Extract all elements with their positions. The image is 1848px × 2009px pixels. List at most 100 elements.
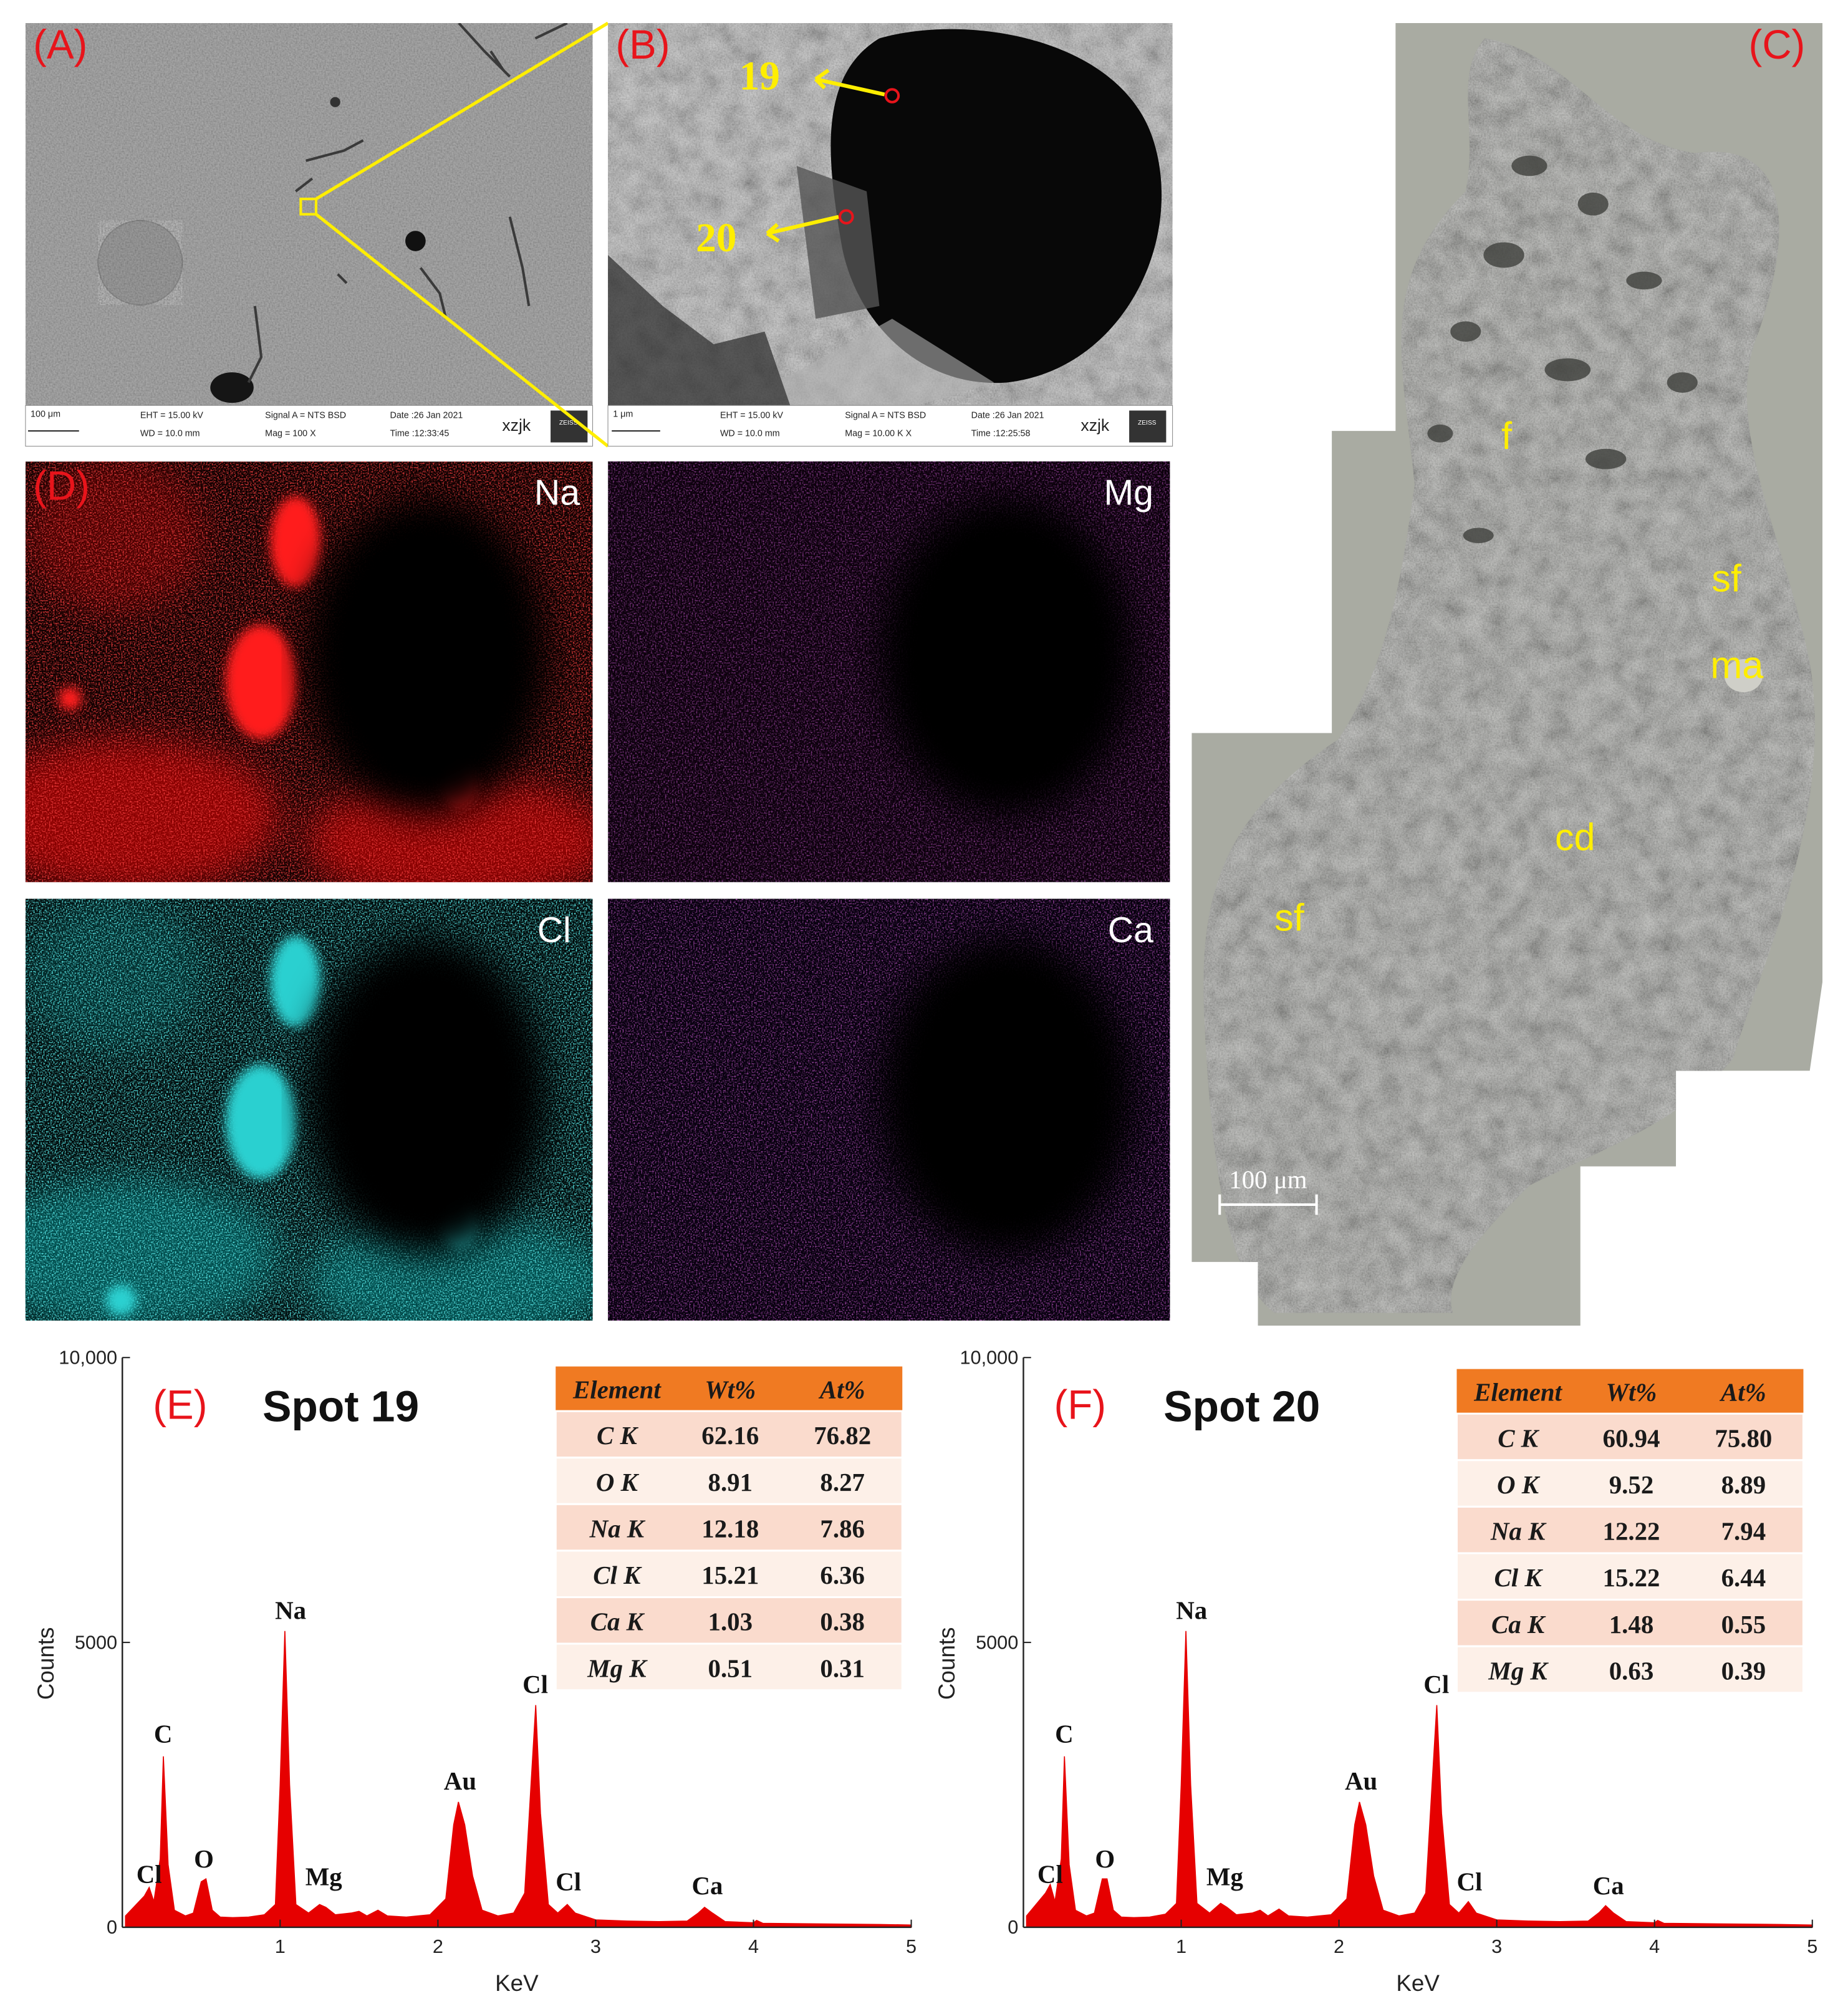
panel-label: (F): [1054, 1382, 1107, 1427]
wd: WD = 10.0 mm: [140, 428, 200, 438]
x-axis-label: KeV: [1396, 1970, 1440, 1996]
table-row: [554, 1410, 903, 1459]
table-row: [1455, 1552, 1804, 1601]
peak-label: Mg: [1206, 1862, 1244, 1891]
table-cell: 6.36: [820, 1561, 865, 1589]
table-cell: 9.52: [1609, 1471, 1654, 1499]
table-row: [554, 1596, 903, 1645]
scale-label: 100 μm: [1229, 1165, 1307, 1193]
spectrum: [1026, 1631, 1813, 1928]
peak-label: Au: [1345, 1767, 1377, 1795]
peak-label: Cl: [522, 1670, 548, 1698]
table-row: [1455, 1645, 1804, 1694]
annotation: ma: [1710, 643, 1764, 687]
table-row: [1455, 1505, 1804, 1554]
annotation: f: [1501, 414, 1513, 457]
sem-image-b: [608, 23, 1173, 406]
x-tick-label: 5: [1807, 1936, 1817, 1957]
table-cell: C K: [597, 1422, 638, 1450]
peak-label: Cl: [137, 1860, 162, 1888]
table-cell: 8.27: [820, 1468, 865, 1496]
table-cell: 0.63: [1609, 1657, 1654, 1685]
element-label: Mg: [1104, 473, 1153, 513]
table-header-cell: Wt%: [1606, 1379, 1657, 1407]
zoom-lines: [315, 21, 609, 448]
scale-label: 100 μm: [31, 410, 60, 420]
table-cell: 0.31: [820, 1654, 865, 1682]
y-axis-label: Counts: [934, 1627, 960, 1700]
date: Date :26 Jan 2021: [390, 411, 463, 421]
x-tick-label: 1: [1176, 1936, 1186, 1957]
table-row: [554, 1549, 903, 1599]
table-cell: 60.94: [1603, 1424, 1660, 1452]
table-cell: Na K: [1490, 1518, 1547, 1546]
table-cell: Mg K: [587, 1654, 648, 1682]
scale-label: 1 μm: [613, 410, 633, 420]
table-cell: Ca K: [590, 1608, 645, 1636]
element-label: Ca: [1108, 910, 1153, 950]
spot-marker: [839, 209, 854, 224]
table-cell: Na K: [589, 1515, 646, 1543]
table-cell: 0.51: [708, 1654, 753, 1682]
panel-label: (C): [1749, 22, 1806, 67]
annotation: sf: [1274, 895, 1305, 938]
table-cell: 8.91: [708, 1468, 753, 1496]
peak-label: Na: [1176, 1596, 1207, 1624]
table-header: [1456, 1369, 1804, 1414]
eht: EHT = 15.00 kV: [720, 411, 784, 421]
eht: EHT = 15.00 kV: [140, 411, 204, 421]
info-bar: [25, 405, 594, 447]
table-cell: 7.94: [1721, 1518, 1766, 1546]
x-tick-label: 4: [1649, 1936, 1660, 1957]
spectrum: [125, 1631, 912, 1928]
chart-title: Spot 20: [1163, 1382, 1320, 1430]
table-cell: Cl K: [593, 1561, 642, 1589]
y-tick-label: 5000: [75, 1632, 117, 1653]
table-cell: 0.55: [1721, 1611, 1766, 1639]
map-mg: [608, 461, 1170, 882]
mag: Mag = 10.00 K X: [845, 428, 912, 438]
table-cell: 12.18: [701, 1515, 759, 1543]
peak-label: Cl: [1423, 1670, 1449, 1698]
map-cl: [25, 899, 593, 1321]
peak-label: C: [1055, 1720, 1074, 1748]
peak-label: Cl: [556, 1868, 581, 1896]
x-tick-label: 5: [906, 1936, 917, 1957]
y-tick-label: 0: [1008, 1917, 1018, 1938]
table-cell: O K: [596, 1468, 640, 1496]
table-cell: 12.22: [1603, 1518, 1660, 1546]
spot-label: 20: [696, 216, 736, 261]
table-header: [556, 1366, 903, 1412]
table-header-cell: At%: [818, 1376, 865, 1404]
peak-label: Ca: [692, 1872, 723, 1900]
table-cell: 8.89: [1721, 1471, 1766, 1499]
table-cell: 1.03: [708, 1608, 753, 1636]
table-cell: Cl K: [1494, 1564, 1544, 1592]
x-tick-label: 3: [590, 1936, 601, 1957]
time: Time :12:33:45: [390, 428, 450, 438]
x-axis-label: KeV: [495, 1970, 539, 1996]
table-cell: 1.48: [1609, 1611, 1654, 1639]
panel-label: (A): [33, 22, 87, 67]
table-cell: 0.38: [820, 1608, 865, 1636]
table-cell: 0.39: [1721, 1657, 1766, 1685]
table-cell: C K: [1498, 1424, 1539, 1452]
info-bar: [607, 405, 1173, 447]
x-tick-label: 2: [433, 1936, 443, 1957]
peak-label: Cl: [1037, 1860, 1063, 1888]
x-tick-label: 1: [275, 1936, 286, 1957]
table-cell: 15.21: [701, 1561, 759, 1589]
panel-label: (E): [153, 1382, 207, 1427]
zoom-box: [299, 198, 317, 216]
element-label: Cl: [537, 910, 571, 950]
map-na: [25, 461, 593, 882]
logo: ZEISS: [559, 420, 578, 426]
table-row: [1455, 1599, 1804, 1647]
spot-marker: [884, 88, 900, 104]
y-axis-label: Counts: [33, 1627, 59, 1700]
panel-label: (D): [33, 463, 90, 509]
table-cell: 75.80: [1715, 1424, 1772, 1452]
table-cell: 6.44: [1721, 1564, 1766, 1592]
